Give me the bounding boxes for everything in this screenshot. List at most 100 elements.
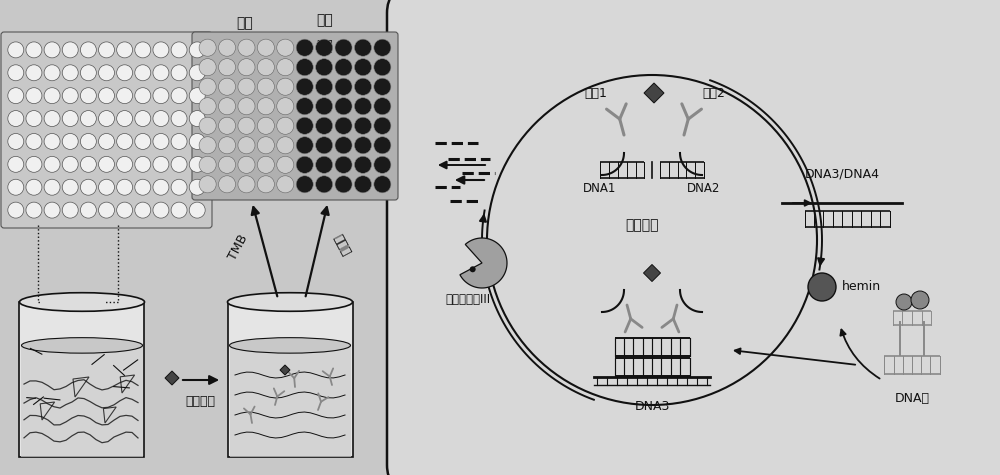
Circle shape <box>26 133 42 150</box>
Circle shape <box>135 202 151 218</box>
Polygon shape <box>644 83 664 103</box>
Circle shape <box>374 117 391 134</box>
Circle shape <box>374 58 391 76</box>
Circle shape <box>218 58 236 76</box>
Circle shape <box>189 111 205 126</box>
Circle shape <box>117 179 133 195</box>
Circle shape <box>189 42 205 58</box>
Circle shape <box>199 39 216 56</box>
Circle shape <box>218 39 236 56</box>
Circle shape <box>99 42 114 58</box>
Circle shape <box>354 137 372 154</box>
Circle shape <box>153 202 169 218</box>
Circle shape <box>218 78 236 95</box>
Circle shape <box>80 179 96 195</box>
Circle shape <box>335 137 352 154</box>
Circle shape <box>199 176 216 193</box>
Circle shape <box>277 176 294 193</box>
Circle shape <box>316 58 333 76</box>
Circle shape <box>277 39 294 56</box>
Circle shape <box>135 133 151 150</box>
Circle shape <box>354 78 372 95</box>
Circle shape <box>470 266 476 272</box>
Circle shape <box>44 88 60 104</box>
FancyBboxPatch shape <box>387 0 1000 475</box>
Circle shape <box>354 117 372 134</box>
Circle shape <box>99 65 114 81</box>
Circle shape <box>238 137 255 154</box>
Circle shape <box>62 156 78 172</box>
Circle shape <box>26 88 42 104</box>
Circle shape <box>296 58 313 76</box>
Circle shape <box>8 42 24 58</box>
Circle shape <box>374 156 391 173</box>
Ellipse shape <box>230 338 351 353</box>
Polygon shape <box>644 265 660 282</box>
Circle shape <box>8 65 24 81</box>
Circle shape <box>911 291 929 309</box>
Circle shape <box>296 39 313 56</box>
Circle shape <box>135 42 151 58</box>
Circle shape <box>199 78 216 95</box>
Circle shape <box>316 39 333 56</box>
Text: DNA3/DNA4: DNA3/DNA4 <box>804 168 880 181</box>
Circle shape <box>316 78 333 95</box>
Circle shape <box>238 39 255 56</box>
Circle shape <box>80 133 96 150</box>
Ellipse shape <box>20 293 144 311</box>
Circle shape <box>354 98 372 115</box>
Text: TMB: TMB <box>226 232 250 262</box>
Circle shape <box>374 39 391 56</box>
Circle shape <box>354 39 372 56</box>
Circle shape <box>277 117 294 134</box>
Circle shape <box>99 179 114 195</box>
Circle shape <box>171 111 187 126</box>
Text: 核酸外切酶III: 核酸外切酶III <box>445 293 491 306</box>
Circle shape <box>80 156 96 172</box>
Circle shape <box>277 156 294 173</box>
Circle shape <box>296 117 313 134</box>
Text: DNA2: DNA2 <box>687 182 721 195</box>
Circle shape <box>189 156 205 172</box>
Circle shape <box>199 156 216 173</box>
Circle shape <box>99 156 114 172</box>
Circle shape <box>62 179 78 195</box>
Circle shape <box>257 137 274 154</box>
Polygon shape <box>280 365 290 375</box>
Circle shape <box>117 202 133 218</box>
Circle shape <box>117 88 133 104</box>
Circle shape <box>171 65 187 81</box>
Circle shape <box>335 176 352 193</box>
Circle shape <box>218 156 236 173</box>
Circle shape <box>80 42 96 58</box>
Circle shape <box>199 58 216 76</box>
Circle shape <box>99 111 114 126</box>
Text: DNA3: DNA3 <box>634 400 670 413</box>
Circle shape <box>135 179 151 195</box>
Circle shape <box>316 176 333 193</box>
Circle shape <box>316 98 333 115</box>
Text: hemin: hemin <box>842 281 881 294</box>
Text: DNA酶: DNA酶 <box>894 392 929 405</box>
Circle shape <box>316 156 333 173</box>
Circle shape <box>26 156 42 172</box>
Circle shape <box>487 75 817 405</box>
Circle shape <box>238 78 255 95</box>
Circle shape <box>135 111 151 126</box>
FancyBboxPatch shape <box>228 302 352 457</box>
Circle shape <box>374 98 391 115</box>
Circle shape <box>44 65 60 81</box>
Circle shape <box>171 179 187 195</box>
Ellipse shape <box>22 338 143 353</box>
Circle shape <box>44 202 60 218</box>
Circle shape <box>26 111 42 126</box>
Circle shape <box>171 156 187 172</box>
FancyBboxPatch shape <box>19 302 144 457</box>
Circle shape <box>99 88 114 104</box>
Circle shape <box>26 42 42 58</box>
Circle shape <box>296 98 313 115</box>
Circle shape <box>238 98 255 115</box>
Circle shape <box>257 98 274 115</box>
Circle shape <box>199 117 216 134</box>
Circle shape <box>44 179 60 195</box>
